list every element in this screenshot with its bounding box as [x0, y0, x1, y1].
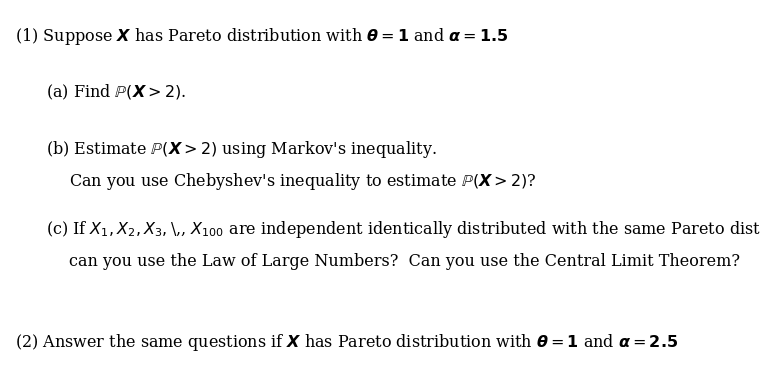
Text: (1) Suppose $\boldsymbol{X}$ has Pareto distribution with $\boldsymbol{\theta} =: (1) Suppose $\boldsymbol{X}$ has Pareto …: [15, 26, 508, 47]
Text: can you use the Law of Large Numbers?  Can you use the Central Limit Theorem?: can you use the Law of Large Numbers? Ca…: [69, 253, 740, 270]
Text: Can you use Chebyshev's inequality to estimate $\mathbb{P}(\boldsymbol{X} > 2)$?: Can you use Chebyshev's inequality to es…: [69, 171, 537, 192]
Text: (b) Estimate $\mathbb{P}(\boldsymbol{X} > 2)$ using Markov's inequality.: (b) Estimate $\mathbb{P}(\boldsymbol{X} …: [46, 139, 437, 160]
Text: (c) If $\boldsymbol{X_1}, \boldsymbol{X_2}, \boldsymbol{X_3},$\,, $\boldsymbol{X: (c) If $\boldsymbol{X_1}, \boldsymbol{X_…: [46, 219, 760, 240]
Text: (a) Find $\mathbb{P}(\boldsymbol{X} > 2)$.: (a) Find $\mathbb{P}(\boldsymbol{X} > 2)…: [46, 82, 186, 102]
Text: (2) Answer the same questions if $\boldsymbol{X}$ has Pareto distribution with $: (2) Answer the same questions if $\bolds…: [15, 332, 679, 353]
